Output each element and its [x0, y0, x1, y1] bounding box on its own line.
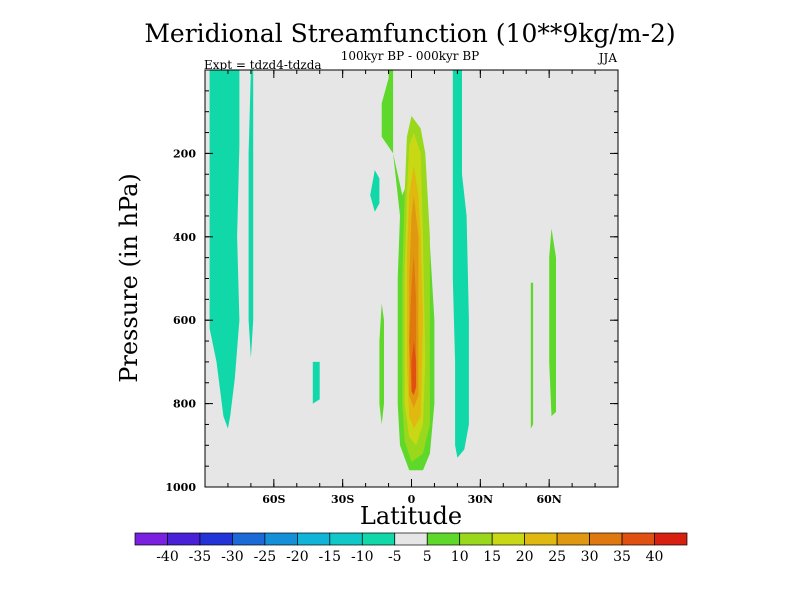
colorbar-swatch	[329, 532, 363, 546]
colorbar-swatch	[167, 532, 201, 546]
colorbar-labels: -40 -35 -30 -25 -20 -15 -10 -5 5 10 15 20 25 30 35 40	[156, 549, 663, 565]
y-tick-label: 600	[173, 314, 196, 327]
x-axis-ticks: 60S 30S 0 30N 60N	[262, 70, 562, 506]
colorbar-swatch	[654, 532, 688, 546]
colorbar-label: 40	[646, 549, 664, 565]
contour-region-11	[411, 341, 417, 396]
season-label: JJA	[597, 51, 618, 65]
x-axis-title: Latitude	[360, 502, 462, 530]
colorbar-label: -15	[319, 549, 342, 565]
contour-region-14	[549, 228, 556, 417]
colorbar-label: -35	[189, 549, 212, 565]
y-tick-label: 200	[173, 147, 196, 160]
colorbar-swatch	[426, 532, 461, 546]
colorbar-label: -20	[286, 549, 309, 565]
colorbar-swatch	[556, 532, 590, 546]
colorbar-label: 5	[423, 549, 432, 565]
colorbar-label: -25	[254, 549, 277, 565]
x-tick-label: 30N	[468, 493, 493, 506]
contour-region-1	[248, 70, 254, 358]
colorbar	[134, 532, 688, 546]
colorbar-label: -30	[221, 549, 244, 565]
colorbar-swatch	[524, 532, 558, 546]
contour-region-13	[530, 282, 534, 429]
colorbar-swatch	[134, 532, 168, 546]
colorbar-swatch	[589, 532, 623, 546]
experiment-label: Expt = tdzd4-tdzda	[204, 58, 322, 72]
contour-region-12	[379, 303, 384, 425]
x-tick-label: 30S	[331, 493, 354, 506]
y-tick-label: 400	[173, 231, 196, 244]
x-tick-label: 0	[408, 493, 416, 506]
chart-subtitle: 100kyr BP - 000kyr BP	[341, 49, 479, 63]
y-axis-title: Pressure (in hPa)	[115, 173, 143, 383]
colorbar-swatch	[361, 532, 396, 546]
colorbar-swatch	[459, 532, 493, 546]
colorbar-label: -10	[351, 549, 374, 565]
colorbar-swatch	[297, 532, 331, 546]
colorbar-label: -40	[156, 549, 179, 565]
x-tick-label: 60N	[536, 493, 561, 506]
colorbar-label: 15	[483, 549, 501, 565]
chart-title: Meridional Streamfunction (10**9kg/m-2)	[144, 19, 675, 48]
contour-region-2	[312, 361, 320, 404]
y-tick-label: 800	[173, 398, 196, 411]
colorbar-label: 30	[581, 549, 599, 565]
contour-region-0	[209, 70, 240, 429]
colorbar-swatch	[491, 532, 525, 546]
colorbar-label: 35	[613, 549, 631, 565]
contour-regions	[209, 70, 556, 471]
colorbar-swatch	[394, 532, 428, 546]
colorbar-label: 10	[451, 549, 469, 565]
colorbar-swatch	[232, 532, 266, 546]
y-tick-label: 1000	[165, 481, 196, 494]
colorbar-swatch	[199, 532, 233, 546]
x-tick-label: 60S	[262, 493, 285, 506]
colorbar-swatch	[621, 532, 655, 546]
contour-region-4	[452, 70, 469, 458]
colorbar-label: 20	[516, 549, 534, 565]
y-axis-ticks: 200 400 600 800 1000	[165, 147, 618, 494]
colorbar-label: -5	[388, 549, 402, 565]
colorbar-swatch	[264, 532, 298, 546]
contour-region-3	[370, 170, 380, 212]
colorbar-label: 25	[548, 549, 566, 565]
